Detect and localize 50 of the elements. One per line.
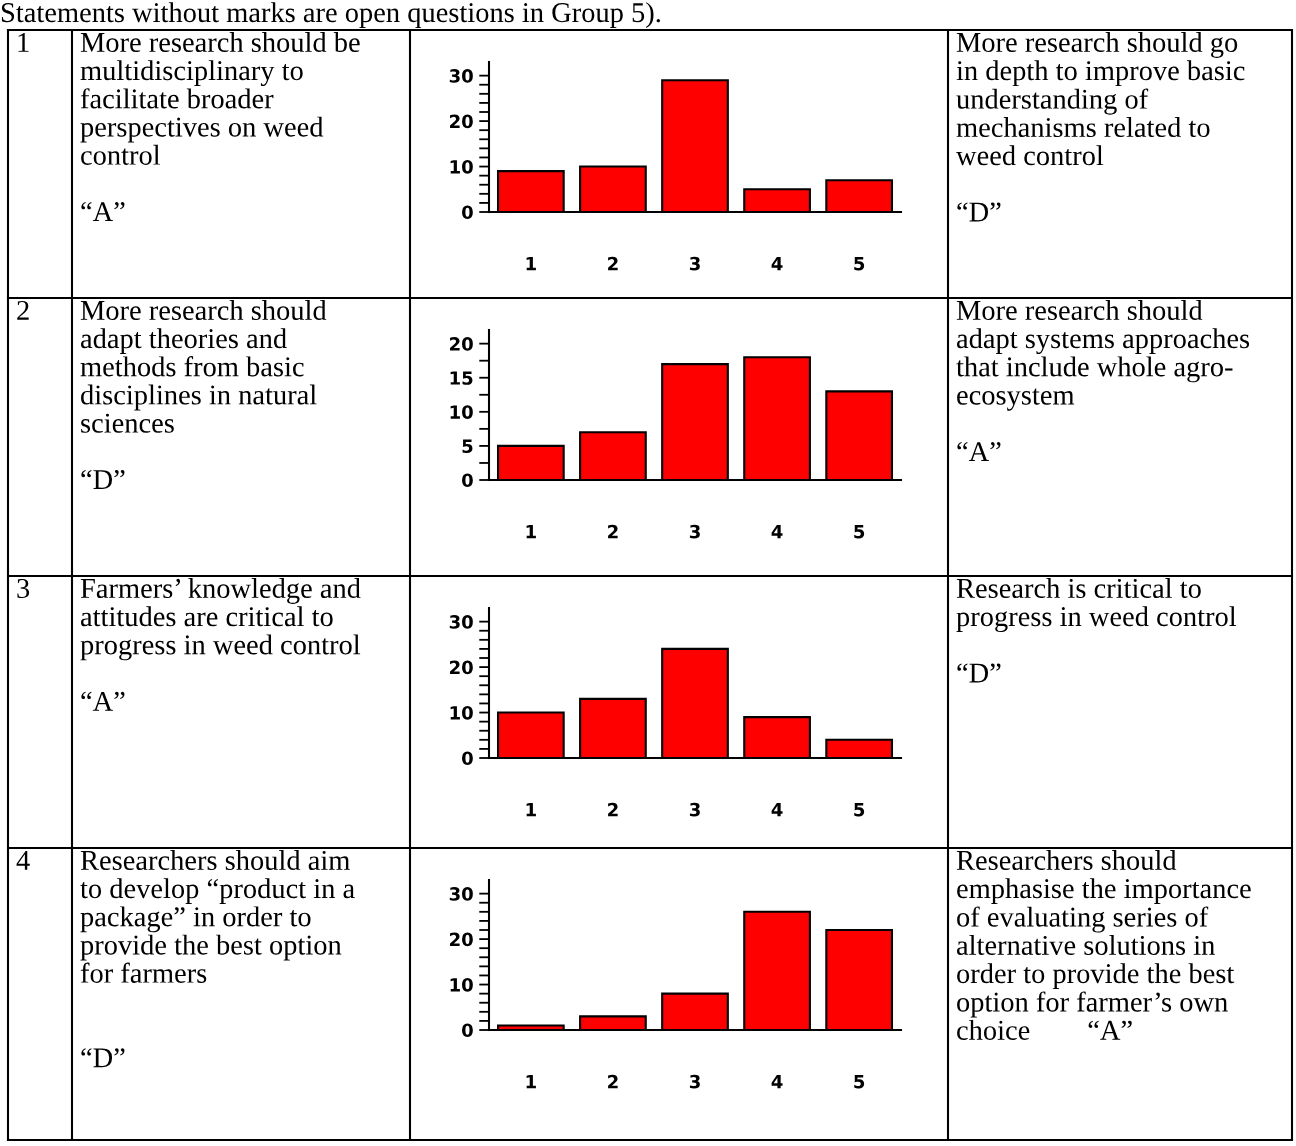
y-tick-label: 20 bbox=[450, 660, 473, 675]
y-tick-label: 20 bbox=[450, 114, 473, 129]
text: Researchers should emphasise the importance of evaluating series of alternative solutions in order to provide the best option for farmer’s own choice “A” bbox=[956, 850, 1251, 1040]
x-tick-label: 1 bbox=[526, 257, 536, 271]
y-tick-label: 20 bbox=[450, 337, 473, 351]
y-tick-label: 10 bbox=[450, 160, 473, 174]
text: More research should be multidisciplinary to facilitate broader perspectives on weed control “A” bbox=[80, 32, 360, 221]
y-tick-label: 0 bbox=[462, 751, 473, 766]
text: Farmers’ knowledge and attitudes are critical to progress in weed control “A” bbox=[80, 578, 361, 711]
x-tick-label: 4 bbox=[771, 257, 783, 271]
x-tick-label: 5 bbox=[854, 257, 865, 271]
chart-title: Statements without marks are open questions in Group 5). bbox=[1, 2, 660, 28]
x-tick-label: 4 bbox=[771, 803, 783, 817]
text: More research should go in depth to improve basic understanding of mechanisms related to weed control “D” bbox=[956, 32, 1245, 222]
y-tick-label: 10 bbox=[450, 978, 473, 992]
y-tick-label: 30 bbox=[449, 887, 473, 901]
y-tick-label: 0 bbox=[462, 473, 473, 488]
x-tick-label: 1 bbox=[526, 1075, 536, 1089]
text: More research should adapt systems approaches that include whole agro- ecosystem “A” bbox=[956, 300, 1250, 461]
x-tick-label: 2 bbox=[608, 802, 618, 817]
text: Researchers should aim to develop “product in a package” in order to provide the best option for farmers “D” bbox=[80, 850, 355, 1068]
x-tick-label: 5 bbox=[854, 1075, 865, 1089]
text: 3 bbox=[17, 578, 30, 599]
y-tick-label: 10 bbox=[450, 405, 473, 419]
y-tick-label: 30 bbox=[449, 69, 473, 83]
y-tick-label: 10 bbox=[450, 706, 473, 720]
text: 1 bbox=[18, 32, 29, 52]
x-tick-label: 5 bbox=[854, 803, 865, 817]
text: 2 bbox=[17, 300, 29, 320]
y-tick-label: 20 bbox=[450, 932, 473, 947]
x-tick-label: 5 bbox=[854, 525, 865, 539]
text: 4 bbox=[16, 851, 30, 870]
x-tick-label: 2 bbox=[608, 1074, 618, 1089]
x-tick-label: 4 bbox=[771, 525, 783, 539]
y-tick-label: 15 bbox=[450, 371, 473, 385]
y-tick-label: 30 bbox=[449, 615, 473, 629]
y-tick-label: 0 bbox=[462, 205, 473, 220]
x-tick-label: 1 bbox=[526, 803, 536, 817]
x-tick-label: 3 bbox=[689, 524, 700, 539]
x-tick-label: 3 bbox=[689, 1074, 700, 1089]
x-tick-label: 2 bbox=[608, 256, 618, 271]
x-tick-label: 2 bbox=[608, 524, 618, 539]
x-tick-label: 1 bbox=[526, 525, 536, 539]
y-tick-label: 0 bbox=[462, 1023, 473, 1038]
text: More research should adapt theories and methods from basic disciplines in natural sciences “D” bbox=[80, 300, 327, 489]
x-tick-label: 3 bbox=[689, 802, 700, 817]
y-tick-label: 5 bbox=[462, 439, 473, 454]
x-tick-label: 4 bbox=[771, 1075, 783, 1089]
text: Research is critical to progress in weed control “D” bbox=[956, 578, 1237, 683]
x-tick-label: 3 bbox=[689, 256, 700, 271]
